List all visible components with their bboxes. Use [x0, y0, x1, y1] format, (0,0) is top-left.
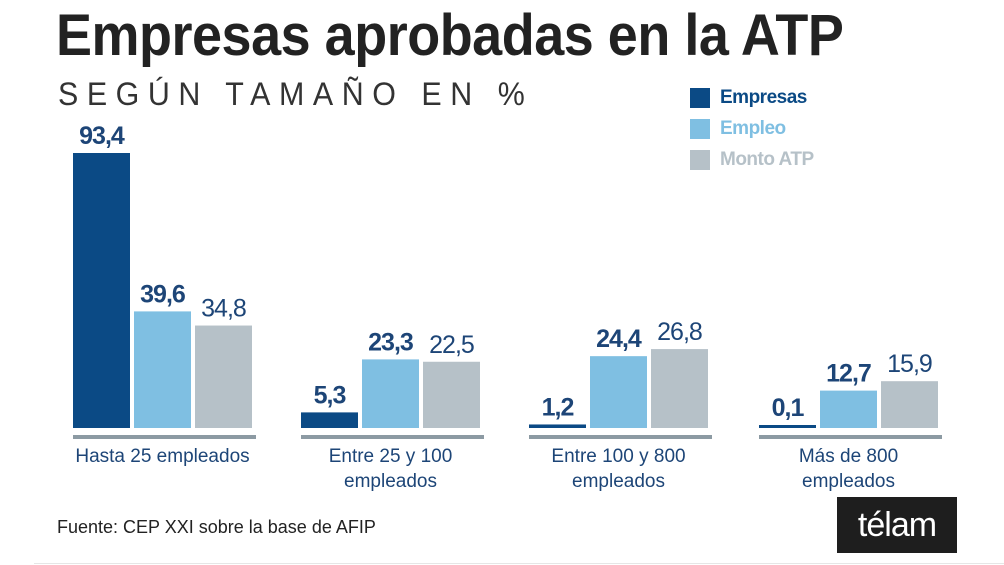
- legend-item-empleo: Empleo: [690, 113, 814, 144]
- value-label-monto-atp: 34,8: [201, 295, 246, 323]
- value-label-empleo: 23,3: [368, 328, 413, 356]
- bar-monto-atp: [195, 325, 252, 428]
- bar-empresas: [73, 153, 130, 428]
- legend: Empresas Empleo Monto ATP: [690, 82, 814, 175]
- logo-text: télam: [857, 505, 937, 544]
- bar-empresas: [529, 424, 586, 428]
- category-axis-line: [759, 435, 942, 439]
- category-label: empleados: [344, 471, 437, 492]
- category-axis-line: [301, 435, 484, 439]
- category-label: empleados: [802, 471, 895, 492]
- chart-title: Empresas aprobadas en la ATP: [56, 3, 844, 68]
- source-note: Fuente: CEP XXI sobre la base de AFIP: [57, 517, 376, 537]
- bar-empleo: [362, 359, 419, 428]
- category-axis-line: [73, 435, 256, 439]
- value-label-monto-atp: 22,5: [429, 331, 474, 359]
- bar-monto-atp: [651, 349, 708, 428]
- value-label-empresas: 0,1: [772, 394, 805, 422]
- category-label: Entre 100 y 800: [551, 446, 685, 467]
- value-label-empresas: 93,4: [79, 122, 125, 150]
- category-label: Entre 25 y 100: [329, 446, 453, 467]
- value-label-empresas: 1,2: [542, 393, 574, 421]
- category-label: Más de 800: [799, 446, 898, 467]
- legend-label-empleo: Empleo: [720, 117, 786, 139]
- legend-swatch-empresas: [690, 87, 710, 108]
- bar-empleo: [820, 390, 877, 428]
- bar-empleo: [134, 311, 191, 428]
- chart-subtitle: SEGÚN TAMAÑO EN %: [58, 76, 534, 112]
- bar-empresas: [759, 425, 816, 428]
- bar-empleo: [590, 356, 647, 428]
- telam-logo: télam: [837, 497, 957, 553]
- category-label: Hasta 25 empleados: [75, 446, 249, 467]
- bar-monto-atp: [881, 381, 938, 428]
- legend-swatch-empleo: [690, 118, 710, 139]
- value-label-monto-atp: 26,8: [657, 318, 702, 346]
- value-label-empleo: 39,6: [140, 280, 185, 308]
- bar-empresas: [301, 412, 358, 428]
- category-axis-line: [529, 435, 712, 439]
- value-label-empleo: 12,7: [826, 360, 871, 388]
- legend-item-empresas: Empresas: [690, 82, 814, 113]
- legend-swatch-monto-atp: [690, 149, 710, 170]
- value-label-empleo: 24,4: [596, 325, 642, 353]
- legend-label-empresas: Empresas: [720, 86, 807, 108]
- legend-item-monto-atp: Monto ATP: [690, 144, 814, 175]
- bottom-divider: [34, 563, 1004, 564]
- value-label-empresas: 5,3: [314, 381, 346, 409]
- category-label: empleados: [572, 471, 665, 492]
- bar-monto-atp: [423, 361, 480, 428]
- value-label-monto-atp: 15,9: [887, 350, 932, 378]
- legend-label-monto-atp: Monto ATP: [720, 148, 814, 170]
